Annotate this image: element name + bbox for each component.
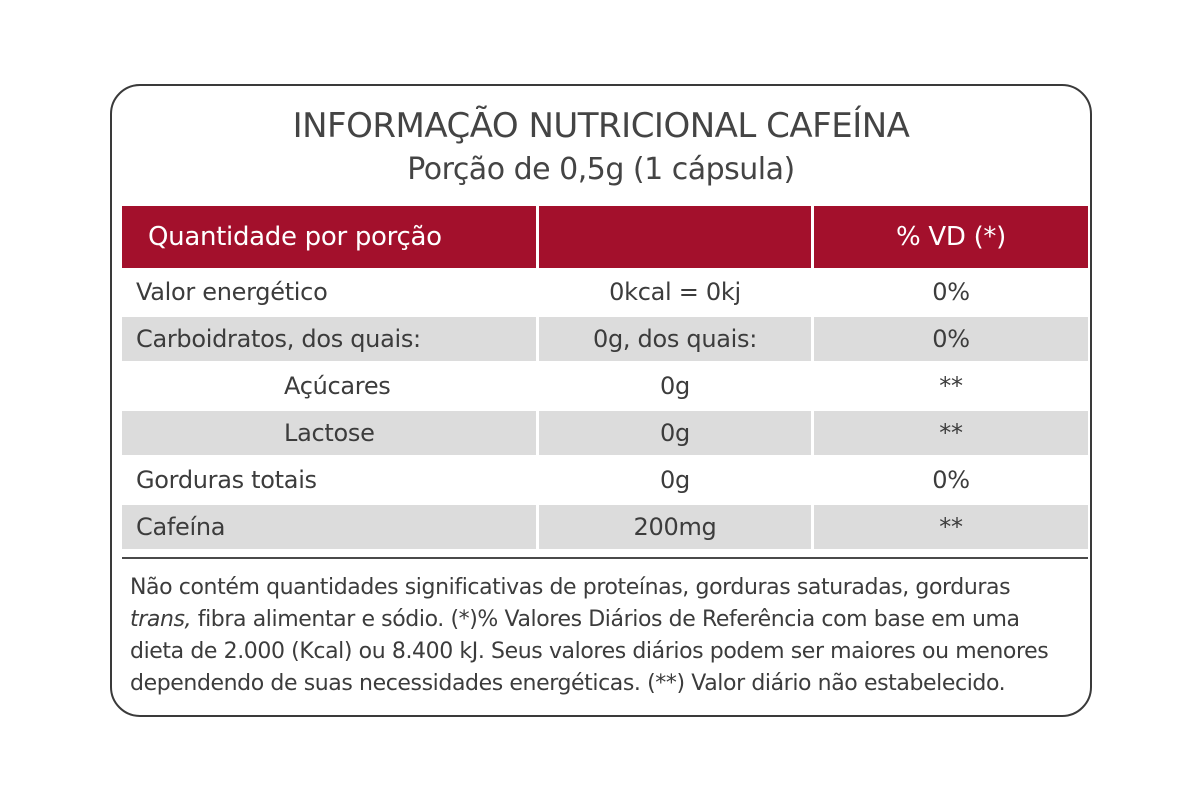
table-row: Açúcares 0g ** (122, 364, 1088, 408)
table-row: Valor energético 0kcal = 0kj 0% (122, 270, 1088, 314)
row-amount: 0g (660, 372, 690, 400)
row-daily-value: ** (814, 505, 1088, 549)
row-amount: 0g (660, 466, 690, 494)
row-daily-value: 0% (814, 317, 1088, 361)
footnote-line-rest: fibra alimentar e sódio. (*)% Valores Di… (191, 607, 1020, 632)
row-daily-value: ** (814, 411, 1088, 455)
row-nutrient-name: Carboidratos, dos quais: (122, 317, 536, 361)
label-subtitle: Porção de 0,5g (1 cápsula) (407, 152, 795, 187)
row-amount: 0kcal = 0kj (609, 278, 741, 306)
nutrition-table: Quantidade por porção % VD (*) Valor ene… (122, 206, 1088, 552)
header-daily-value: % VD (*) (814, 206, 1088, 268)
table-header-row: Quantidade por porção % VD (*) (122, 206, 1088, 268)
table-row: Gorduras totais 0g 0% (122, 458, 1088, 502)
footnote-line: trans, fibra alimentar e sódio. (*)% Val… (130, 604, 1078, 636)
footnote-line: dieta de 2.000 (Kcal) ou 8.400 kJ. Seus … (130, 639, 1049, 664)
row-amount: 0g, dos quais: (539, 317, 811, 361)
row-daily-value: ** (939, 372, 963, 400)
table-row: Carboidratos, dos quais: 0g, dos quais: … (122, 317, 1088, 361)
row-daily-value: 0% (932, 278, 970, 306)
footnote: Não contém quantidades significativas de… (130, 572, 1078, 700)
table-row: Lactose 0g ** (122, 411, 1088, 455)
row-nutrient-name: Cafeína (122, 505, 536, 549)
nutrition-label: INFORMAÇÃO NUTRICIONAL CAFEÍNA Porção de… (110, 84, 1092, 717)
footnote-italic-trans: trans, (130, 607, 192, 632)
row-amount: 200mg (539, 505, 811, 549)
table-row: Cafeína 200mg ** (122, 505, 1088, 549)
row-daily-value: 0% (932, 466, 970, 494)
row-amount: 0g (539, 411, 811, 455)
row-nutrient-name: Lactose (122, 411, 536, 455)
footnote-line: dependendo de suas necessidades energéti… (130, 671, 1006, 696)
footnote-line: Não contém quantidades significativas de… (130, 575, 1011, 600)
row-nutrient-name: Valor energético (136, 278, 328, 306)
table-bottom-rule (122, 557, 1088, 559)
header-quantity: Quantidade por porção (122, 206, 536, 268)
label-title: INFORMAÇÃO NUTRICIONAL CAFEÍNA (292, 106, 910, 146)
row-nutrient-name: Gorduras totais (136, 466, 317, 494)
row-nutrient-name: Açúcares (284, 372, 391, 400)
header-amount (539, 206, 811, 268)
